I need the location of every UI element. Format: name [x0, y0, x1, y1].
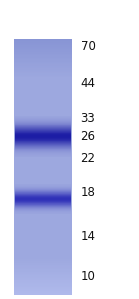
- Text: 44: 44: [81, 77, 96, 90]
- Text: 10: 10: [81, 270, 95, 283]
- Text: 22: 22: [81, 152, 96, 165]
- Text: 26: 26: [81, 129, 96, 143]
- Text: 70: 70: [81, 40, 95, 53]
- Text: 33: 33: [81, 112, 95, 125]
- Text: 14: 14: [81, 230, 96, 243]
- Text: 18: 18: [81, 186, 95, 199]
